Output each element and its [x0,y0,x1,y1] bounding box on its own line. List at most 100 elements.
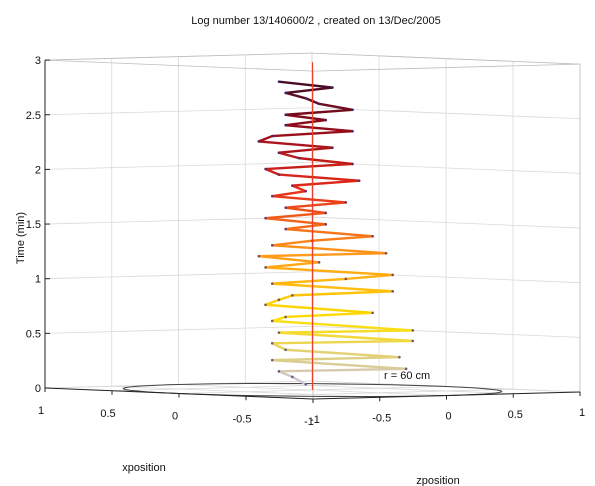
trajectory-point [297,156,301,160]
trajectory-point [331,146,334,149]
trajectory-segment [291,179,361,187]
trajectory-point [264,303,267,307]
trajectory-segment [277,329,414,334]
trajectory-point [344,201,348,204]
trajectory-segment [284,227,374,238]
trajectory-point [317,102,321,106]
trajectory-segment [271,339,414,345]
trajectory-point [324,211,328,215]
trajectory-point [291,294,294,297]
trajectory-point [270,341,274,345]
trajectory-point [277,331,281,334]
trajectory-segment [291,375,307,386]
box-edge [44,52,313,61]
trajectory-point [351,162,354,166]
trajectory-segment [291,290,394,297]
z-tick-label: 0 [35,383,41,395]
trajectory-point [317,261,321,264]
trajectory-point [391,273,395,277]
trajectory-segment [271,319,414,332]
trajectory-point [277,80,281,83]
grid-line [111,385,380,398]
trajectory-point [284,227,287,231]
trajectory-point [284,206,287,209]
trajectory-point [270,244,274,247]
trajectory-segment [284,91,307,100]
trajectory-segment [284,86,334,95]
trajectory-point [264,216,267,220]
tick-layer: 0 0.5 1 1.5 2 2.5 3 1 0.5 0 -0.5 -1-1 -0.5 0 0.5 1 [26,55,585,428]
x-tick-label: -1 [304,416,314,428]
trajectory-point [270,194,274,198]
x-axis-label: xposition [122,462,165,474]
grid-line [245,382,514,395]
grid-line [311,325,581,338]
trajectory-segment [271,358,408,371]
y-axis-label: zposition [416,475,459,486]
trajectory-point [277,151,281,155]
trajectory-segment [271,189,307,198]
trajectory-segment [277,146,334,154]
grid-line [311,107,581,120]
trajectory-segment [257,254,321,264]
x-tick-label: 0 [172,411,178,423]
grid-line [44,107,313,116]
trajectory-point [270,134,274,138]
trajectory-point [264,167,267,171]
trajectory-point [284,348,287,352]
trajectory-segment [284,108,354,116]
trajectory-point [264,266,267,269]
trajectory-point [344,277,348,281]
trajectory-point [277,298,281,302]
trajectory-segment [264,298,281,306]
trajectory-point [351,129,354,133]
trajectory-segment [284,348,401,359]
box-edge [44,59,314,72]
y-tick-label: 0.5 [508,409,523,421]
trajectory-segment [277,151,301,160]
radius-annotation: r = 60 cm [384,370,430,382]
trajectory-point [291,375,294,379]
box-edge [311,52,581,65]
trajectory-point [357,179,361,182]
trajectory-point [270,319,274,323]
trajectory-segment [317,102,354,111]
trajectory-segment [264,261,321,269]
trajectory-segment [284,118,327,127]
trajectory-segment [311,235,374,242]
trajectory-segment [264,303,374,315]
x-tick-label: 1 [38,405,44,417]
trajectory-point [277,173,281,176]
trajectory-segment [297,156,354,166]
trajectory-segment [271,315,287,323]
trajectory-segment [284,124,354,133]
trajectory-point [284,315,287,319]
trajectory-segment [271,244,388,255]
trajectory-segment [264,266,394,277]
trajectory-point [371,235,374,238]
trajectory-point [411,339,415,343]
z-tick-label: 2 [35,164,41,176]
z-tick-label: 0.5 [26,328,41,340]
trajectory-point [384,251,388,255]
y-tick-label: 1 [579,407,585,419]
grid-line [311,216,581,229]
trajectory-segment [284,223,327,231]
trajectory-segment [264,162,354,171]
trajectory-point [411,329,415,332]
trajectory-segment [284,206,327,215]
z-tick-label: 3 [35,55,41,67]
box-edge [312,63,581,72]
trajectory-point [304,382,308,386]
trajectory-point [324,118,328,122]
trajectory-segment [277,367,408,373]
trajectory-segment [277,80,334,89]
trajectory-point [270,358,274,362]
trajectory-point [371,311,374,315]
trajectory-point [331,86,334,89]
trajectory-segment [271,194,348,204]
trajectory-point [291,184,294,187]
trajectory-point [404,367,408,371]
trajectory-point [284,113,287,117]
